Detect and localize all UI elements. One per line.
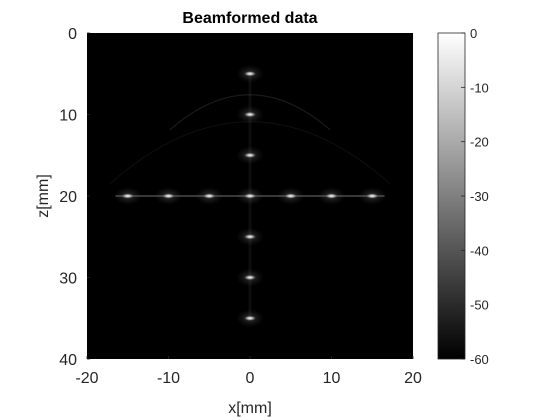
y-tick-label: 30 [59, 271, 77, 288]
x-axis-label: x[mm] [228, 400, 272, 417]
colorbar-tick-label: 0 [470, 26, 477, 41]
scatterer-point [244, 111, 256, 118]
chart-title: Beamformed data [182, 10, 317, 27]
colorbar [437, 32, 466, 360]
colorbar-ticks: 0 -10 -20 -30 -40 -50 -60 [461, 26, 489, 367]
scatterer-point [244, 193, 256, 199]
scatterer-point [244, 274, 256, 281]
colorbar-tick-label: -20 [470, 135, 489, 150]
x-tick-label: -20 [75, 370, 98, 387]
y-axis-label: z[mm] [35, 174, 52, 218]
x-tick-label: -10 [157, 370, 180, 387]
colorbar-tick-label: -50 [470, 298, 489, 313]
scatterer-point [284, 193, 297, 199]
scatterer-points [113, 64, 387, 328]
scatterer-point [244, 315, 256, 321]
x-tick-label: 0 [246, 370, 255, 387]
scatterer-point [366, 193, 379, 199]
scatterer-point [325, 193, 338, 199]
colorbar-tick-label: -10 [470, 80, 489, 95]
y-tick-label: 0 [68, 26, 77, 43]
colorbar-tick-label: -30 [470, 189, 489, 204]
y-axis: 0 10 20 30 40 [59, 26, 90, 369]
colorbar-tick-label: -40 [470, 243, 489, 258]
scatterer-point [244, 152, 256, 158]
colorbar-tick-label: -60 [470, 352, 489, 367]
y-tick-label: 20 [59, 189, 77, 206]
scatterer-point [244, 234, 256, 240]
scatterer-point [203, 193, 216, 199]
x-tick-label: 10 [323, 370, 341, 387]
scatterer-point [162, 193, 175, 199]
y-tick-label: 10 [59, 108, 77, 125]
artifact-arc [169, 94, 331, 131]
x-axis: -20 -10 0 10 20 [75, 356, 422, 387]
y-tick-label: 40 [59, 352, 77, 369]
scatterer-point [121, 193, 134, 199]
x-tick-label: 20 [404, 370, 422, 387]
scatterer-point [244, 71, 256, 77]
